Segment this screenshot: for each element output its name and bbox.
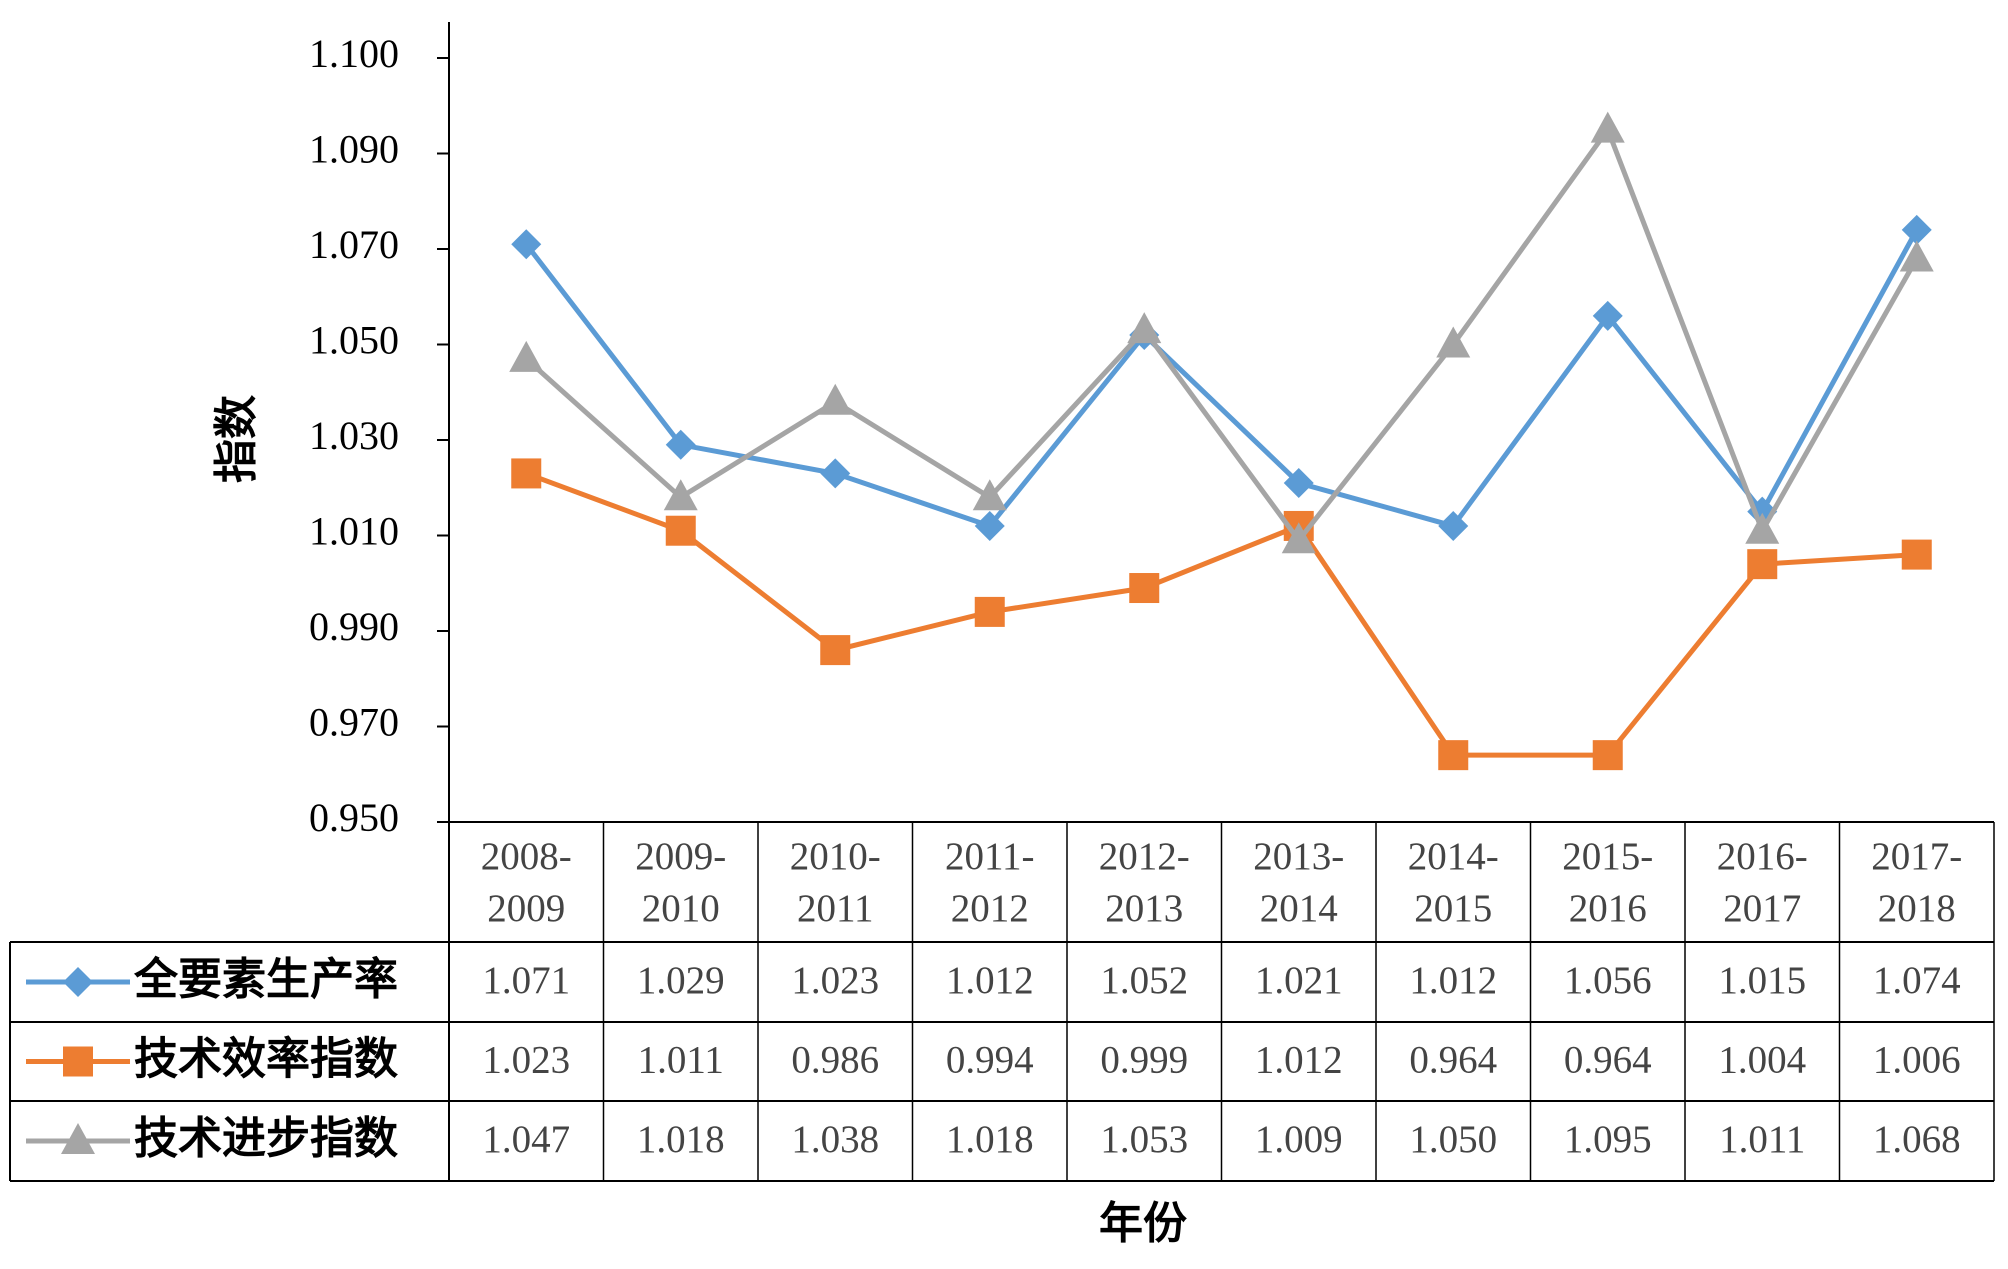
series-line — [525, 471, 1917, 758]
x-tick-label: 2013-2014 — [1253, 835, 1344, 930]
table-value: 1.015 — [1718, 959, 1806, 1002]
table-value: 0.964 — [1564, 1038, 1652, 1081]
point — [665, 515, 696, 546]
point — [1899, 240, 1934, 272]
point — [511, 229, 542, 260]
table-value: 1.018 — [946, 1118, 1034, 1161]
point — [1283, 467, 1314, 498]
table-value: 1.012 — [1409, 959, 1497, 1002]
point — [1901, 539, 1932, 570]
point — [509, 340, 544, 372]
point — [974, 510, 1005, 541]
table-value: 1.074 — [1873, 959, 1961, 1002]
table-value: 1.056 — [1564, 959, 1652, 1002]
table-value: 1.011 — [638, 1038, 724, 1081]
point — [1436, 326, 1471, 358]
point — [1592, 740, 1623, 771]
table-value: 1.012 — [1255, 1038, 1343, 1081]
table-value: 1.012 — [946, 959, 1034, 1002]
point — [974, 596, 1005, 627]
point — [663, 479, 698, 511]
table-value: 1.023 — [791, 959, 879, 1002]
x-tick-label: 2016-2017 — [1717, 835, 1808, 930]
point — [665, 429, 696, 460]
table-value: 1.029 — [637, 959, 725, 1002]
y-tick-label: 1.100 — [309, 31, 399, 76]
x-tick-label: 2008-2009 — [481, 835, 572, 930]
table-value: 1.004 — [1718, 1038, 1806, 1081]
point — [1438, 740, 1469, 771]
point — [61, 1123, 95, 1154]
table-value: 1.050 — [1409, 1118, 1497, 1161]
point — [1438, 510, 1469, 541]
table-value: 1.052 — [1100, 959, 1188, 1002]
table-value: 0.964 — [1409, 1038, 1497, 1081]
table-value: 1.038 — [791, 1118, 879, 1161]
table-value: 0.994 — [946, 1038, 1034, 1081]
point — [1590, 111, 1625, 143]
series-line — [524, 228, 1919, 529]
y-tick-label: 1.090 — [309, 127, 399, 172]
point — [1901, 214, 1932, 245]
table-value: 1.021 — [1255, 959, 1343, 1002]
point — [1281, 522, 1316, 554]
point — [1127, 312, 1162, 344]
x-tick-label: 2017-2018 — [1871, 835, 1962, 930]
table-value: 1.018 — [637, 1118, 725, 1161]
x-tick-label: 2014-2015 — [1408, 835, 1499, 930]
point — [63, 1046, 93, 1077]
table-value: 1.006 — [1873, 1038, 1961, 1081]
point — [820, 458, 851, 489]
point — [972, 479, 1007, 511]
point — [1747, 549, 1778, 580]
x-tick-label: 2009-2010 — [635, 835, 726, 930]
y-tick-label: 1.010 — [309, 509, 399, 554]
point — [818, 383, 853, 415]
table-value: 1.068 — [1873, 1118, 1961, 1161]
legend-label: 技术进步指数 — [134, 1113, 398, 1164]
legend-label: 技术效率指数 — [134, 1034, 398, 1085]
series-line — [524, 124, 1919, 545]
table-value: 1.011 — [1719, 1118, 1805, 1161]
table-value: 0.986 — [791, 1038, 879, 1081]
x-tick-label: 2015-2016 — [1562, 835, 1653, 930]
y-tick-label: 1.070 — [309, 222, 399, 267]
point — [511, 458, 542, 489]
table-value: 1.009 — [1255, 1118, 1343, 1161]
point — [1129, 573, 1160, 604]
table-value: 1.023 — [482, 1038, 570, 1081]
x-tick-label: 2012-2013 — [1099, 835, 1190, 930]
table-value: 1.071 — [482, 959, 570, 1002]
y-tick-label: 0.990 — [309, 604, 399, 649]
y-tick-label: 0.950 — [309, 795, 399, 840]
y-tick-label: 0.970 — [309, 700, 399, 745]
y-tick-label: 1.030 — [309, 413, 399, 458]
table-value: 1.053 — [1100, 1118, 1188, 1161]
point — [1592, 300, 1623, 331]
point — [820, 635, 851, 666]
point — [63, 967, 93, 997]
x-tick-label: 2011-2012 — [945, 835, 1035, 930]
y-axis-title: 指数 — [211, 395, 262, 483]
y-tick-label: 1.050 — [309, 318, 399, 363]
point — [1745, 512, 1780, 544]
table-value: 1.047 — [482, 1118, 570, 1161]
x-tick-label: 2010-2011 — [790, 835, 881, 930]
legend-label: 全要素生产率 — [133, 954, 398, 1005]
x-axis-title: 年份 — [1099, 1198, 1187, 1249]
table-value: 1.095 — [1564, 1118, 1652, 1161]
table-value: 0.999 — [1100, 1038, 1188, 1081]
